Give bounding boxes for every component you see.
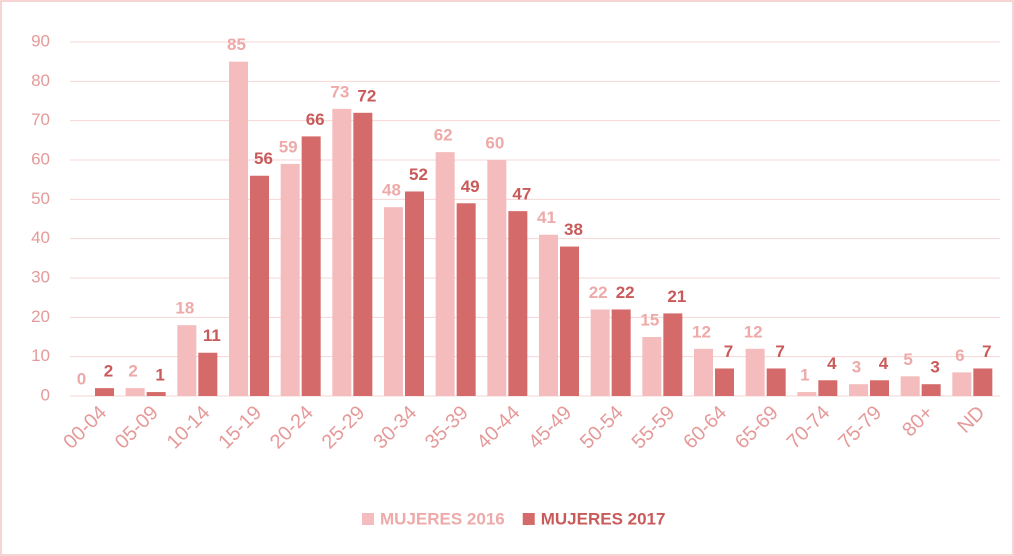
data-label: 3: [930, 358, 939, 377]
bar: [301, 136, 321, 396]
data-label: 48: [382, 181, 401, 200]
bar: [715, 368, 734, 396]
data-label: 38: [564, 220, 583, 239]
bar: [663, 313, 683, 396]
data-label: 6: [955, 346, 964, 365]
bar: [198, 352, 218, 396]
bar: [125, 388, 145, 396]
data-label: 21: [667, 287, 686, 306]
data-label: 60: [485, 133, 504, 152]
bar: [539, 234, 558, 396]
legend-swatch: [522, 513, 535, 525]
bar: [177, 325, 197, 396]
y-tick-label: 90: [31, 31, 50, 50]
bar: [694, 348, 713, 396]
y-tick-label: 30: [31, 267, 50, 286]
bar: [405, 191, 424, 396]
bar: [250, 175, 269, 396]
y-tick-label: 80: [31, 71, 50, 90]
data-label: 12: [692, 322, 711, 341]
data-label: 12: [744, 322, 763, 341]
bar: [590, 309, 610, 396]
data-label: 22: [616, 283, 635, 302]
data-label: 3: [852, 358, 861, 377]
data-label: 5: [903, 350, 912, 369]
bar: [456, 203, 476, 396]
bar: [487, 160, 507, 396]
bar: [921, 384, 941, 396]
data-label: 41: [537, 208, 556, 227]
bar: [280, 163, 300, 396]
bar: [952, 372, 972, 396]
data-label: 22: [589, 283, 608, 302]
data-label: 85: [227, 35, 246, 54]
data-label: 7: [724, 342, 733, 361]
data-label: 18: [175, 299, 194, 318]
data-label: 4: [879, 354, 889, 373]
y-tick-label: 50: [31, 189, 50, 208]
y-tick-label: 10: [31, 346, 50, 365]
data-label: 52: [409, 165, 428, 184]
bar: [766, 368, 786, 396]
data-label: 66: [306, 110, 325, 129]
bar: [973, 368, 993, 396]
bar: [508, 211, 528, 396]
bar: [560, 246, 579, 396]
data-label: 47: [512, 185, 531, 204]
data-label: 59: [279, 137, 298, 156]
data-label: 11: [203, 326, 221, 345]
bar: [229, 61, 248, 397]
bar: [900, 376, 920, 396]
data-label: 73: [330, 82, 349, 101]
data-label: 62: [434, 126, 453, 145]
bar: [384, 207, 403, 396]
bar: [797, 392, 817, 396]
bar: [353, 112, 373, 397]
data-label: 15: [640, 310, 659, 329]
data-label: 1: [800, 366, 809, 385]
data-label: 4: [827, 354, 837, 373]
y-tick-label: 20: [31, 307, 50, 326]
bar: [332, 108, 352, 396]
legend-label: MUJERES 2017: [541, 509, 666, 528]
bar: [870, 380, 889, 396]
data-label: 1: [155, 366, 164, 385]
data-label: 2: [104, 362, 113, 381]
bar: [642, 337, 662, 396]
data-label: 7: [982, 342, 991, 361]
data-label: 0: [77, 369, 86, 388]
data-label: 49: [461, 177, 480, 196]
bar: [95, 388, 114, 396]
y-tick-label: 60: [31, 149, 50, 168]
bar: [745, 348, 765, 396]
y-tick-label: 40: [31, 228, 50, 247]
bar: [849, 384, 868, 396]
data-label: 72: [357, 86, 376, 105]
bar: [435, 152, 455, 396]
data-label: 2: [128, 362, 137, 381]
legend-swatch: [362, 513, 374, 525]
legend-label: MUJERES 2016: [380, 509, 505, 528]
bar: [818, 380, 838, 396]
data-label: 56: [254, 149, 273, 168]
bar: [611, 309, 631, 396]
data-label: 7: [775, 342, 784, 361]
y-tick-label: 70: [31, 110, 50, 129]
y-tick-label: 0: [41, 385, 50, 404]
bar: [146, 392, 166, 396]
